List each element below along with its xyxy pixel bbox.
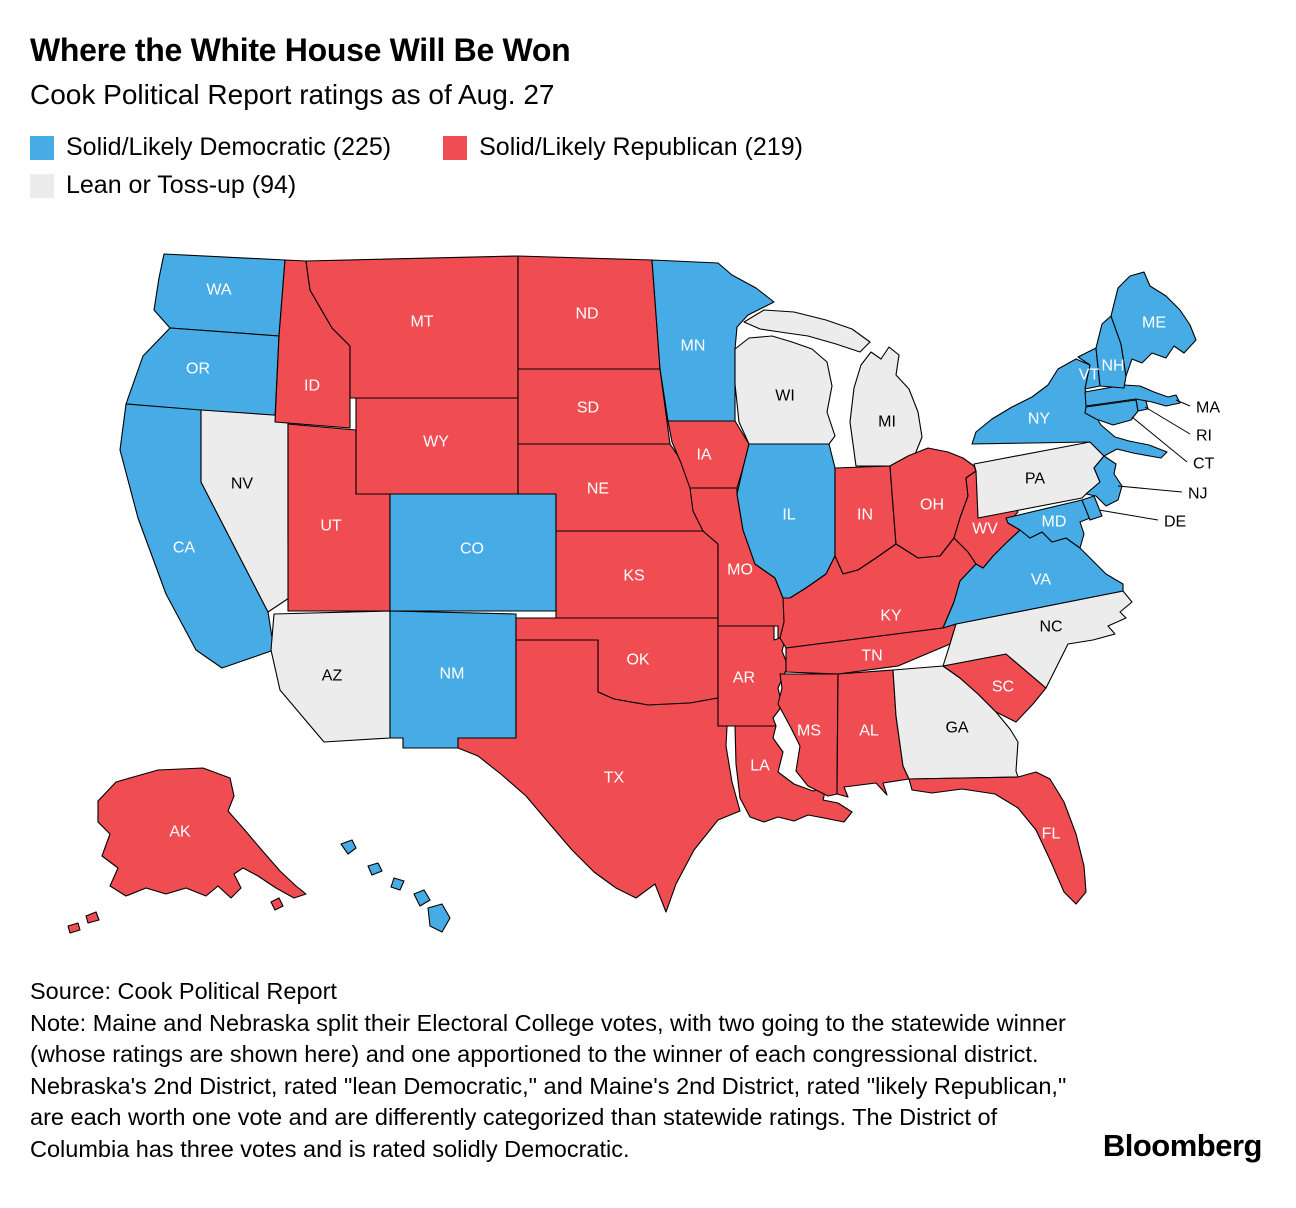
legend-row-2: Lean or Toss-up (94) <box>30 171 855 200</box>
state-label-mo: MO <box>727 562 753 579</box>
legend-label-tossup: Lean or Toss-up (94) <box>66 171 297 199</box>
state-labels-layer: WA OR CA NV ID MT WY UT CO AZ NM ND SD NE KS OK TX MN IA MO… <box>169 282 1220 843</box>
state-label-ct: CT <box>1193 456 1215 473</box>
state-label-id: ID <box>304 378 320 395</box>
state-label-ak: AK <box>169 824 191 841</box>
state-label-ks: KS <box>623 568 644 585</box>
leader-line-ma <box>1175 399 1191 407</box>
state-label-nc: NC <box>1039 619 1062 636</box>
legend: Solid/Likely Democratic (225) Solid/Like… <box>30 133 855 200</box>
states-layer <box>67 253 1197 934</box>
state-la <box>734 725 853 823</box>
state-label-me: ME <box>1142 315 1166 332</box>
legend-row-1: Solid/Likely Democratic (225) Solid/Like… <box>30 133 855 162</box>
state-label-va: VA <box>1031 572 1051 589</box>
state-label-mi: MI <box>878 414 896 431</box>
state-label-ia: IA <box>696 447 711 464</box>
state-mn <box>651 259 775 422</box>
legend-label-democratic: Solid/Likely Democratic (225) <box>66 133 392 161</box>
state-label-md: MD <box>1042 514 1067 531</box>
state-hi <box>340 839 451 933</box>
source-line: Source: Cook Political Report <box>30 978 337 1004</box>
state-nj <box>1085 455 1123 507</box>
legend-swatch-democratic <box>30 135 54 160</box>
state-label-nv: NV <box>231 476 254 493</box>
state-ak <box>67 767 307 934</box>
state-label-ca: CA <box>173 540 196 557</box>
state-label-nh: NH <box>1101 358 1124 375</box>
legend-item-tossup: Lean or Toss-up (94) <box>30 171 296 200</box>
state-label-sd: SD <box>577 400 599 417</box>
state-label-ma: MA <box>1196 400 1220 417</box>
state-fl <box>908 771 1087 905</box>
legend-item-republican: Solid/Likely Republican (219) <box>443 133 803 162</box>
state-label-nj: NJ <box>1188 486 1208 503</box>
leader-line-ct <box>1131 416 1188 463</box>
state-ma <box>1084 384 1181 407</box>
leader-line-ri <box>1144 406 1191 435</box>
chart-subtitle: Cook Political Report ratings as of Aug.… <box>30 79 555 110</box>
state-label-ga: GA <box>945 720 968 737</box>
state-label-ms: MS <box>797 723 821 740</box>
state-label-mt: MT <box>410 314 433 331</box>
legend-swatch-tossup <box>30 173 54 198</box>
state-label-tx: TX <box>604 770 625 787</box>
leader-line-de <box>1098 509 1159 521</box>
state-tx <box>457 639 741 913</box>
state-label-ut: UT <box>320 518 342 535</box>
bloomberg-logo: Bloomberg <box>1102 1128 1263 1163</box>
state-label-ri: RI <box>1196 428 1212 445</box>
state-label-de: DE <box>1164 514 1186 531</box>
state-label-vt: VT <box>1079 367 1100 384</box>
legend-label-republican: Solid/Likely Republican (219) <box>479 133 803 161</box>
state-label-ne: NE <box>587 481 609 498</box>
chart-title: Where the White House Will Be Won <box>30 32 571 68</box>
state-label-ky: KY <box>880 608 902 625</box>
state-label-wy: WY <box>423 434 449 451</box>
legend-swatch-republican <box>443 135 468 160</box>
state-label-ok: OK <box>626 652 649 669</box>
us-map: WA OR CA NV ID MT WY UT CO AZ NM ND SD NE KS OK TX MN IA MO… <box>38 226 1258 968</box>
state-label-ar: AR <box>733 670 755 687</box>
state-label-oh: OH <box>920 497 944 514</box>
state-nc <box>942 590 1133 689</box>
us-map-svg: WA OR CA NV ID MT WY UT CO AZ NM ND SD NE KS OK TX MN IA MO… <box>67 253 1220 934</box>
state-label-mn: MN <box>681 338 706 355</box>
state-label-wa: WA <box>206 282 232 299</box>
state-label-nd: ND <box>575 306 598 323</box>
state-label-ny: NY <box>1028 411 1051 428</box>
state-label-wv: WV <box>972 521 998 538</box>
state-wi <box>734 335 836 445</box>
state-label-az: AZ <box>322 668 343 685</box>
state-label-sc: SC <box>992 679 1014 696</box>
leader-line-nj <box>1117 485 1183 493</box>
state-vt <box>1077 347 1101 390</box>
state-label-il: IL <box>782 507 795 524</box>
state-label-fl: FL <box>1042 826 1061 843</box>
state-label-in: IN <box>857 507 873 524</box>
state-de <box>1081 495 1103 521</box>
state-label-la: LA <box>750 758 770 775</box>
state-label-co: CO <box>460 541 484 558</box>
state-label-tn: TN <box>861 648 882 665</box>
state-label-or: OR <box>186 361 210 378</box>
legend-item-democratic: Solid/Likely Democratic (225) <box>30 133 391 162</box>
footnotes: Source: Cook Political Report Note: Main… <box>30 976 1070 1165</box>
state-label-al: AL <box>859 723 879 740</box>
note-text: Note: Maine and Nebraska split their Ele… <box>30 1009 1067 1162</box>
state-label-pa: PA <box>1025 471 1045 488</box>
state-label-wi: WI <box>775 388 795 405</box>
state-me <box>1110 271 1197 377</box>
leader-lines-layer <box>1098 399 1191 521</box>
chart-header: Where the White House Will Be Won Cook P… <box>30 32 855 200</box>
state-label-nm: NM <box>440 666 465 683</box>
